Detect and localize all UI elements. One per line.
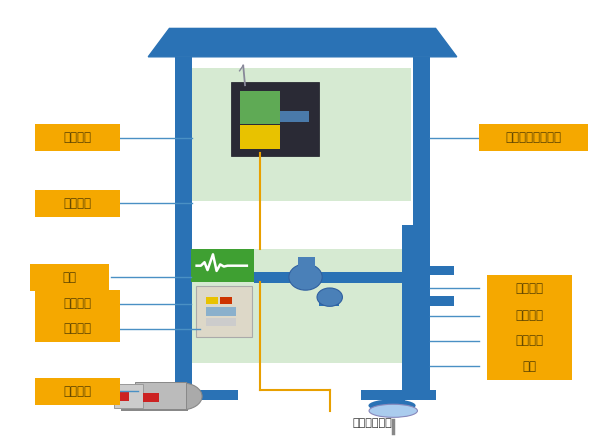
Ellipse shape: [161, 383, 202, 410]
FancyBboxPatch shape: [231, 82, 319, 156]
Text: 启动水泵: 启动水泵: [64, 322, 91, 335]
Text: 供水: 供水: [522, 360, 537, 373]
FancyBboxPatch shape: [35, 315, 120, 342]
Text: 水位监测: 水位监测: [515, 334, 543, 347]
FancyBboxPatch shape: [487, 302, 572, 329]
Bar: [402, 296, 454, 306]
FancyBboxPatch shape: [35, 378, 120, 405]
Text: 上报刷卡取水信息: 上报刷卡取水信息: [506, 131, 561, 144]
Ellipse shape: [289, 264, 322, 290]
Bar: [413, 57, 430, 395]
Bar: [390, 398, 397, 411]
Ellipse shape: [317, 288, 342, 306]
Bar: [175, 57, 192, 395]
Text: 压力式水位计: 压力式水位计: [352, 418, 392, 428]
Bar: [280, 111, 309, 122]
Bar: [119, 392, 129, 401]
Text: 水泵工作: 水泵工作: [64, 385, 91, 398]
FancyBboxPatch shape: [240, 91, 280, 124]
Bar: [206, 307, 236, 316]
Bar: [182, 68, 411, 201]
Bar: [298, 257, 315, 267]
Text: 压力监测: 压力监测: [515, 309, 543, 322]
Bar: [191, 249, 254, 282]
FancyBboxPatch shape: [35, 124, 120, 151]
Ellipse shape: [368, 399, 416, 412]
Bar: [121, 406, 188, 411]
Text: 送电: 送电: [62, 271, 77, 284]
FancyBboxPatch shape: [35, 290, 120, 317]
FancyBboxPatch shape: [487, 327, 572, 354]
Bar: [361, 390, 433, 400]
FancyBboxPatch shape: [487, 275, 572, 302]
FancyBboxPatch shape: [135, 382, 186, 409]
Bar: [153, 390, 238, 400]
Bar: [402, 225, 419, 400]
Bar: [402, 266, 454, 275]
Bar: [206, 297, 218, 304]
Bar: [402, 390, 436, 400]
Bar: [143, 393, 159, 402]
Bar: [182, 249, 411, 363]
Text: 流量监测: 流量监测: [515, 282, 543, 295]
FancyBboxPatch shape: [240, 125, 280, 149]
FancyBboxPatch shape: [196, 286, 252, 337]
Bar: [319, 296, 339, 306]
Text: 发送信号: 发送信号: [64, 197, 91, 210]
Bar: [220, 297, 232, 304]
Bar: [398, 398, 405, 409]
Bar: [254, 272, 405, 283]
Bar: [206, 318, 236, 326]
FancyBboxPatch shape: [114, 384, 143, 408]
Ellipse shape: [369, 404, 417, 417]
Text: 电能监测: 电能监测: [64, 297, 91, 310]
FancyBboxPatch shape: [479, 124, 588, 151]
FancyBboxPatch shape: [487, 353, 572, 380]
FancyBboxPatch shape: [35, 190, 120, 217]
FancyBboxPatch shape: [30, 264, 109, 291]
Text: 刷卡取水: 刷卡取水: [64, 131, 91, 144]
Polygon shape: [148, 28, 457, 57]
